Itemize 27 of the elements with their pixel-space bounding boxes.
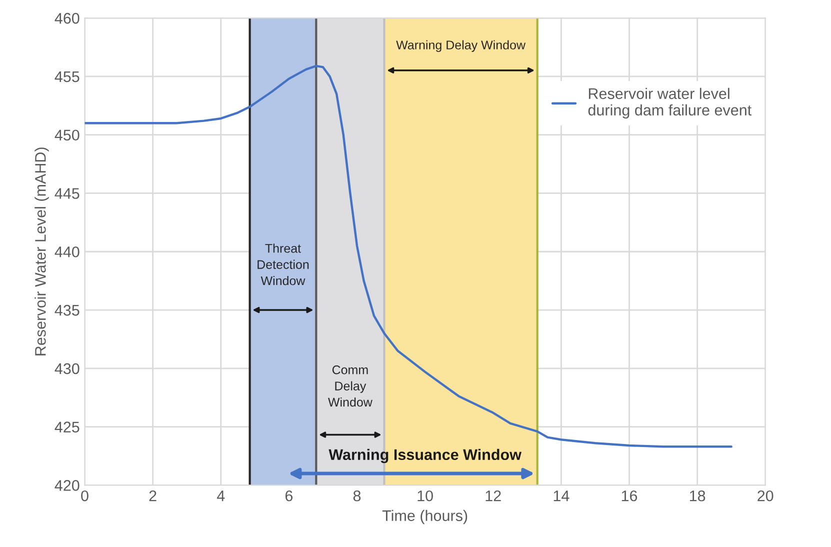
y-axis-title: Reservoir Water Level (mAHD) <box>34 148 49 356</box>
legend-label: Reservoir water level during dam failure event <box>588 88 752 119</box>
x-tick-label: 12 <box>486 490 501 502</box>
x-tick-label: 14 <box>554 490 570 502</box>
band-label: Warning Delay Window <box>396 40 526 52</box>
y-tick-label: 420 <box>54 480 80 491</box>
x-tick-label: 10 <box>418 490 433 502</box>
y-tick-label: 425 <box>54 422 80 432</box>
y-tick-label: 455 <box>54 71 80 82</box>
annotation: Warning Issuance Window <box>328 448 522 464</box>
x-tick-label: 20 <box>758 490 774 502</box>
x-tick-label: 18 <box>690 490 706 502</box>
band-label: Threat Detection Window <box>258 244 309 286</box>
x-axis-title: Time (hours) <box>382 510 468 524</box>
y-tick-label: 430 <box>54 363 80 374</box>
x-tick-label: 4 <box>216 490 225 502</box>
y-tick-label: 450 <box>54 130 80 141</box>
x-tick-label: 16 <box>622 490 638 502</box>
y-tick-label: 440 <box>54 246 80 258</box>
y-tick-label: 460 <box>54 12 80 24</box>
band-label: Comm Delay Window <box>328 365 372 407</box>
x-tick-label: 8 <box>353 490 361 502</box>
y-tick-label: 445 <box>54 188 80 199</box>
x-tick-label: 2 <box>149 490 156 502</box>
y-tick-label: 435 <box>54 304 80 316</box>
x-tick-label: 6 <box>285 490 293 502</box>
x-tick-label: 0 <box>81 490 88 502</box>
